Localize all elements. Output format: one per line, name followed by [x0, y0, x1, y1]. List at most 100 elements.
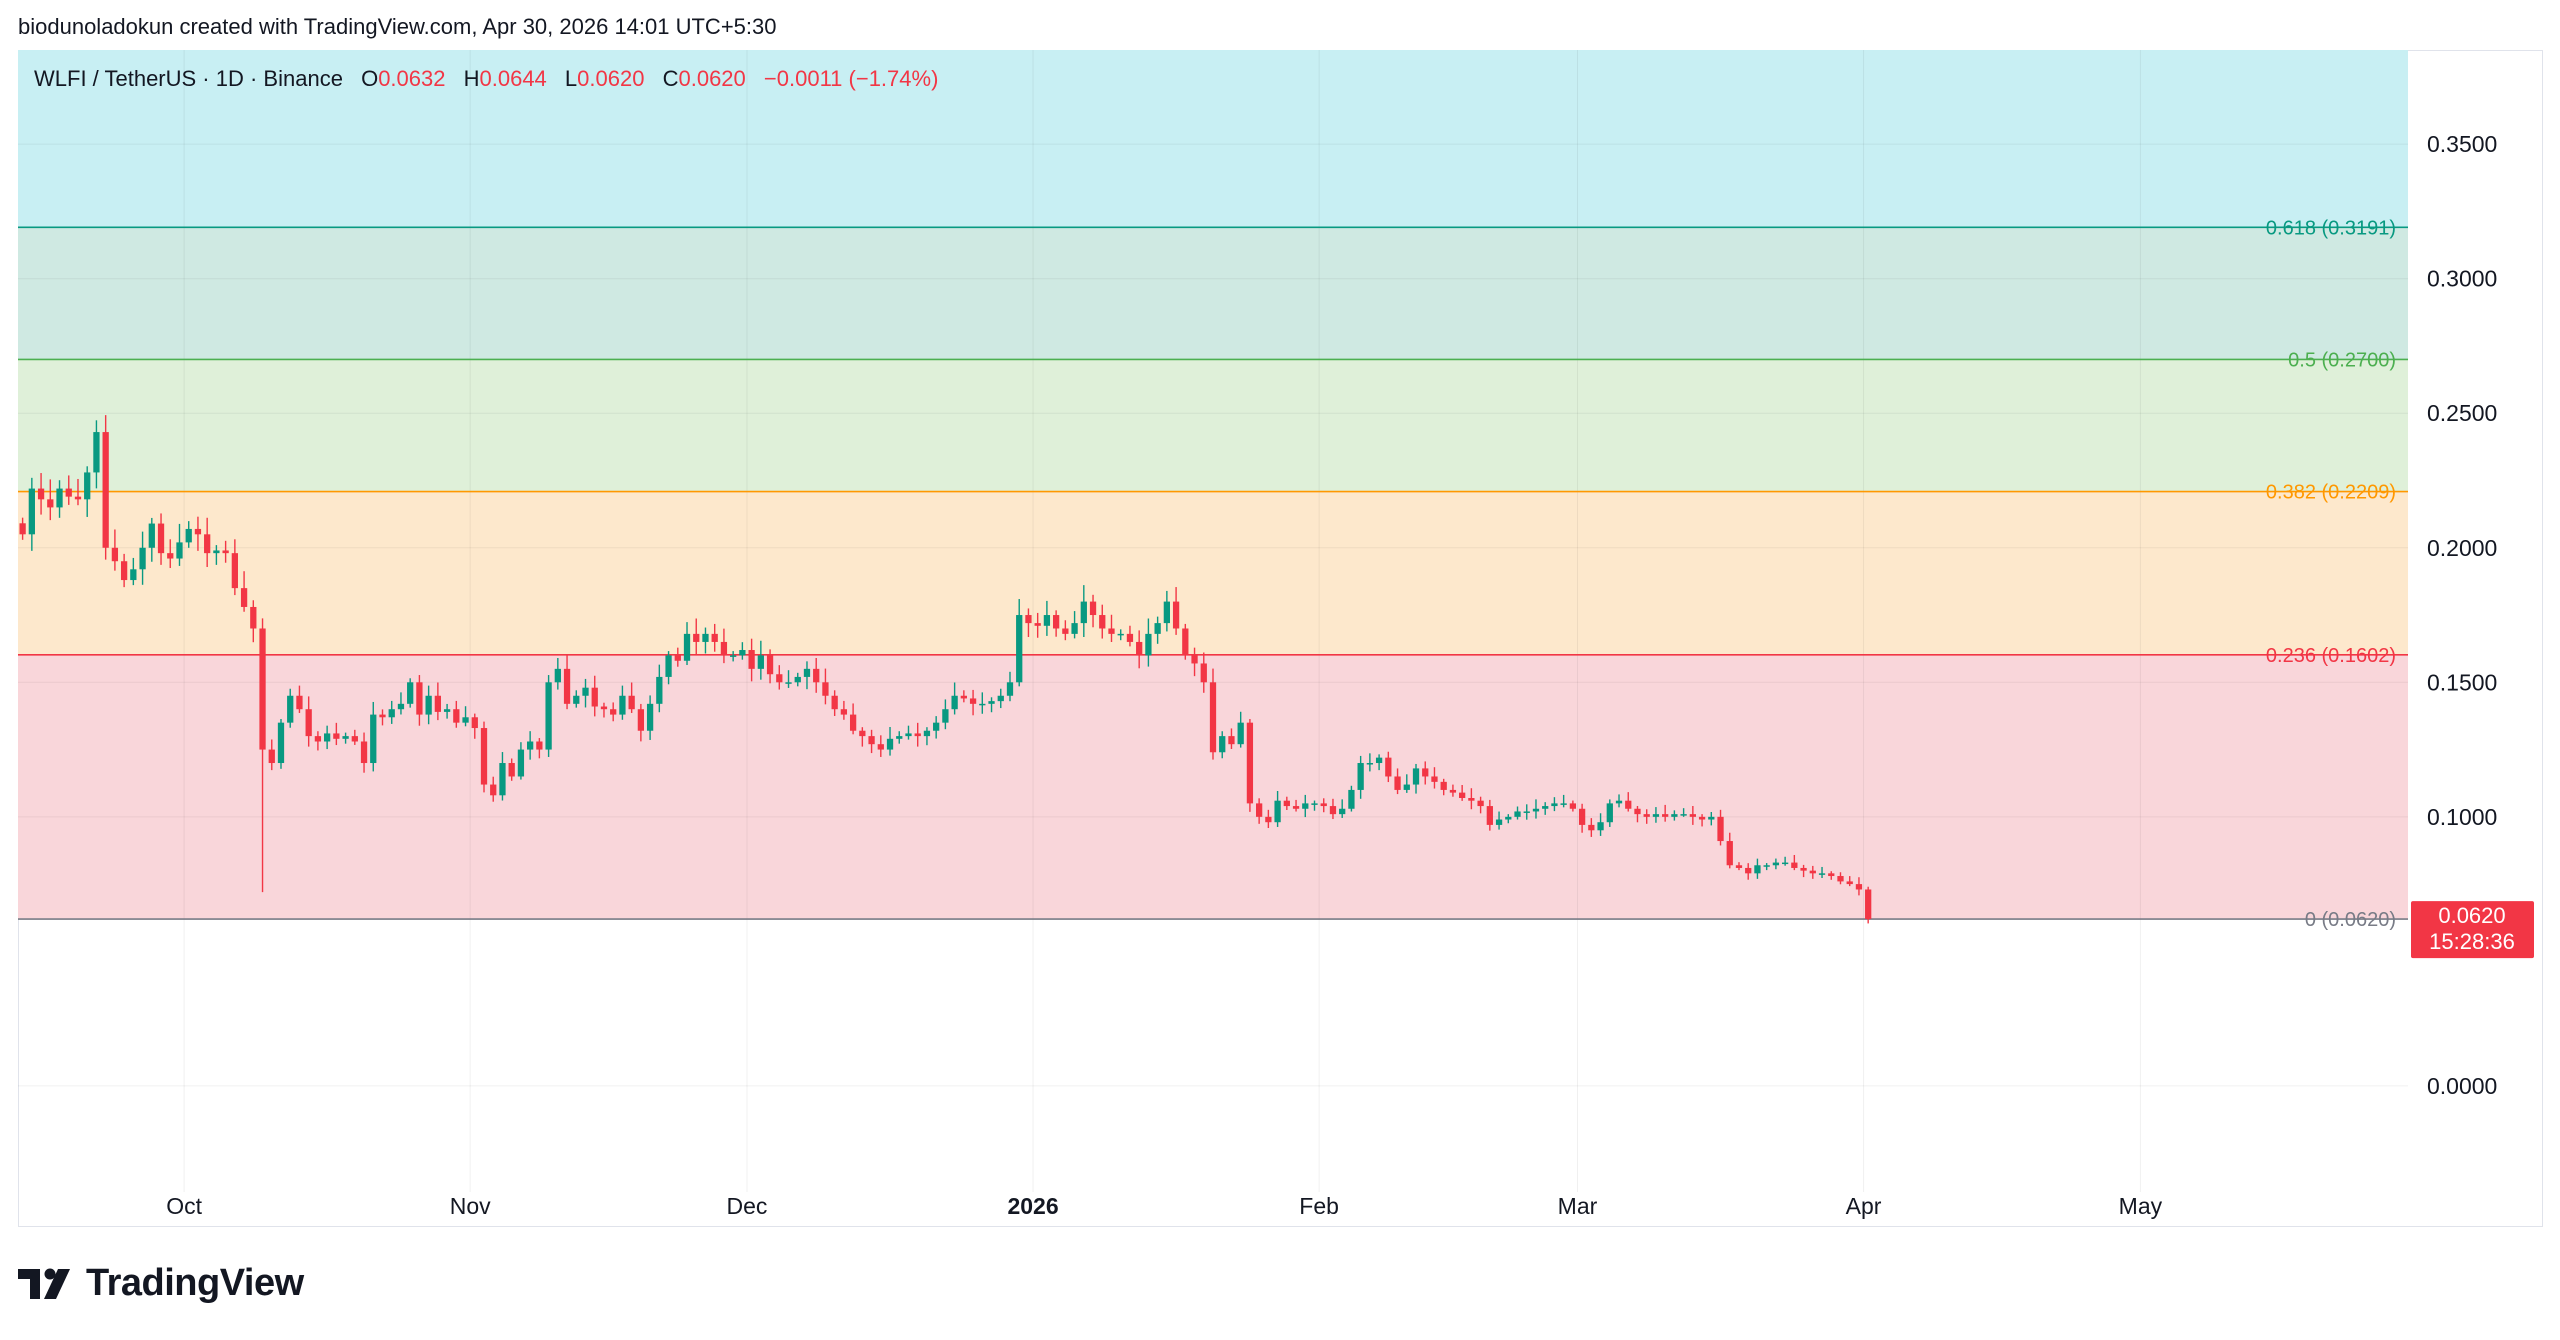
candle-body[interactable]	[1459, 792, 1466, 798]
candle-body[interactable]	[19, 523, 26, 535]
candle-body[interactable]	[1034, 623, 1041, 626]
candle-body[interactable]	[1292, 806, 1300, 809]
candle-body[interactable]	[1200, 663, 1207, 683]
candle-body[interactable]	[914, 733, 921, 737]
candle-body[interactable]	[1735, 865, 1743, 868]
candle-body[interactable]	[646, 703, 654, 731]
candle-body[interactable]	[443, 709, 451, 712]
candle-body[interactable]	[619, 695, 626, 715]
candle-body[interactable]	[1172, 601, 1180, 629]
candle-body[interactable]	[960, 695, 967, 699]
candle-body[interactable]	[1256, 803, 1263, 817]
candle-body[interactable]	[102, 432, 109, 548]
candle-body[interactable]	[1422, 768, 1429, 777]
candle-body[interactable]	[148, 523, 155, 548]
candle-body[interactable]	[370, 714, 377, 764]
candle-body[interactable]	[1800, 867, 1807, 871]
candle-body[interactable]	[1523, 811, 1530, 813]
candle-body[interactable]	[1219, 736, 1226, 753]
candle-body[interactable]	[720, 641, 728, 656]
candle-body[interactable]	[1311, 803, 1318, 805]
candle-body[interactable]	[905, 733, 912, 737]
candle-body[interactable]	[259, 628, 266, 750]
candle-body[interactable]	[1662, 814, 1669, 817]
candle-body[interactable]	[637, 709, 645, 731]
candle-body[interactable]	[240, 588, 248, 607]
candle-body[interactable]	[1089, 601, 1097, 616]
candle-body[interactable]	[471, 717, 478, 729]
candle-body[interactable]	[766, 655, 774, 675]
candle-body[interactable]	[1366, 763, 1374, 765]
candle-body[interactable]	[849, 714, 857, 731]
candle-body[interactable]	[268, 749, 275, 764]
candle-body[interactable]	[1228, 736, 1235, 745]
candle-body[interactable]	[28, 488, 35, 535]
candle-body[interactable]	[1062, 628, 1069, 634]
candle-body[interactable]	[37, 488, 45, 500]
candle-body[interactable]	[157, 523, 165, 554]
candle-body[interactable]	[1597, 822, 1604, 831]
candle-body[interactable]	[1551, 803, 1558, 807]
candle-body[interactable]	[333, 733, 340, 739]
tradingview-logo[interactable]: TradingView	[18, 1262, 304, 1305]
candle-body[interactable]	[1403, 784, 1410, 790]
candle-body[interactable]	[683, 633, 691, 661]
candle-body[interactable]	[462, 717, 469, 723]
candle-body[interactable]	[1837, 876, 1844, 882]
candle-body[interactable]	[582, 687, 589, 696]
candle-body[interactable]	[1016, 615, 1023, 683]
candle-body[interactable]	[1163, 601, 1170, 624]
candle-body[interactable]	[1560, 803, 1567, 805]
candle-body[interactable]	[896, 736, 903, 739]
candle-body[interactable]	[213, 550, 220, 554]
candle-body[interactable]	[1274, 800, 1281, 823]
candle-body[interactable]	[988, 701, 995, 704]
candle-body[interactable]	[323, 733, 331, 742]
candle-body[interactable]	[1385, 757, 1392, 777]
candle-body[interactable]	[923, 730, 931, 737]
candle-body[interactable]	[1145, 633, 1152, 656]
candle-body[interactable]	[702, 633, 709, 642]
candle-body[interactable]	[397, 703, 405, 710]
candle-body[interactable]	[665, 655, 672, 677]
candle-body[interactable]	[204, 534, 211, 554]
candle-body[interactable]	[185, 528, 192, 543]
candle-body[interactable]	[1449, 789, 1457, 793]
candle-body[interactable]	[1375, 757, 1383, 764]
candle-body[interactable]	[979, 703, 986, 706]
candle-body[interactable]	[1615, 800, 1623, 804]
candle-body[interactable]	[296, 695, 303, 710]
candle-body[interactable]	[1578, 808, 1586, 825]
candle-body[interactable]	[1634, 808, 1641, 815]
candle-body[interactable]	[1680, 814, 1687, 816]
candle-body[interactable]	[1625, 800, 1632, 809]
candle-body[interactable]	[351, 736, 358, 742]
candle-body[interactable]	[1828, 873, 1835, 877]
candle-body[interactable]	[868, 736, 875, 745]
candle-body[interactable]	[342, 736, 349, 739]
candle-body[interactable]	[1108, 628, 1115, 634]
candle-body[interactable]	[1154, 623, 1161, 634]
candle-body[interactable]	[1726, 841, 1733, 866]
candle-body[interactable]	[1412, 768, 1420, 785]
candle-body[interactable]	[1339, 808, 1346, 815]
candle-body[interactable]	[1865, 889, 1872, 920]
candle-body[interactable]	[222, 550, 229, 554]
candle-body[interactable]	[1468, 798, 1475, 801]
candle-body[interactable]	[1431, 776, 1438, 782]
candle-body[interactable]	[1855, 884, 1863, 890]
candle-body[interactable]	[250, 606, 257, 629]
candle-body[interactable]	[628, 695, 635, 710]
candle-body[interactable]	[1643, 814, 1650, 817]
candle-body[interactable]	[739, 650, 746, 656]
candle-body[interactable]	[314, 736, 322, 742]
candle-body[interactable]	[1809, 870, 1816, 874]
candle-body[interactable]	[1689, 814, 1696, 817]
candle-body[interactable]	[1080, 601, 1087, 624]
candle-body[interactable]	[47, 499, 54, 508]
candle-body[interactable]	[231, 553, 238, 589]
candle-body[interactable]	[527, 741, 534, 750]
candle-body[interactable]	[93, 432, 100, 473]
candle-body[interactable]	[1708, 816, 1715, 820]
